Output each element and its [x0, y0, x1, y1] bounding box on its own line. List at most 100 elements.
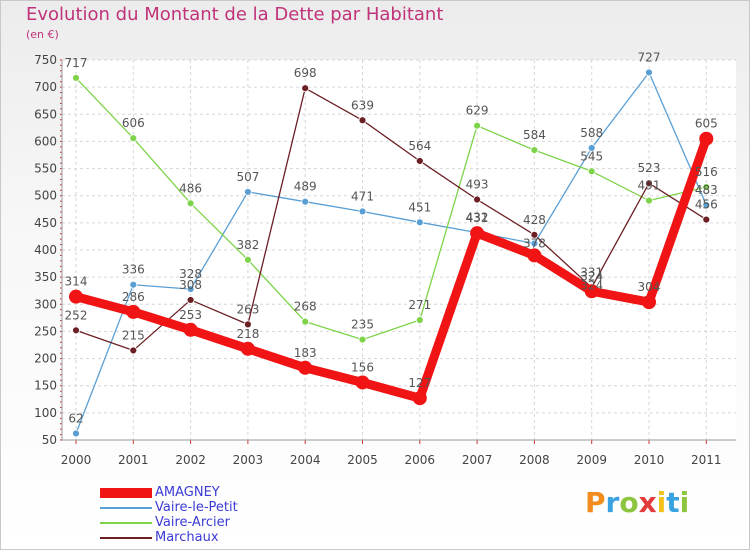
data-label-marchaux: 698 [294, 66, 317, 80]
x-tick-label: 2011 [691, 453, 722, 467]
x-tick-label: 2007 [462, 453, 493, 467]
series-line-marchaux [75, 87, 707, 352]
x-tick-label: 2004 [290, 453, 321, 467]
y-tick-label: 400 [34, 243, 57, 257]
data-label-marchaux: 639 [351, 98, 374, 112]
data-point-amagney [470, 226, 485, 241]
data-label-vaire-arcier: 486 [179, 181, 202, 195]
data-point-vaire-le-petit [702, 201, 711, 209]
x-tick-label: 2006 [405, 453, 436, 467]
legend-swatch-marchaux [100, 537, 152, 539]
data-label-amagney: 304 [638, 280, 661, 294]
data-point-vaire-arcier [243, 255, 252, 264]
data-label-vaire-le-petit: 727 [638, 50, 661, 64]
proxiti-logo: Proxiti [585, 486, 689, 519]
y-tick-label: 100 [34, 406, 57, 420]
data-point-marchaux [129, 346, 138, 355]
logo-letter: o [619, 486, 639, 519]
legend-item-marchaux[interactable]: Marchaux [100, 530, 360, 545]
y-tick-label: 700 [34, 80, 57, 94]
grid-lines [62, 59, 736, 441]
x-tick-label: 2010 [634, 453, 665, 467]
data-point-amagney [240, 341, 255, 356]
data-label-vaire-arcier: 584 [523, 128, 546, 142]
legend-label-amagney: AMAGNEY [155, 485, 220, 500]
data-label-overlap: 378 [523, 236, 546, 250]
series-line-amagney [74, 137, 711, 403]
data-point-marchaux [301, 84, 310, 93]
data-point-vaire-arcier [645, 196, 653, 205]
legend: AMAGNEY Vaire-le-Petit Vaire-Arcier Marc… [100, 485, 360, 545]
data-point-amagney [69, 289, 83, 304]
logo-letter: i [656, 486, 667, 519]
data-label-amagney: 431 [466, 211, 489, 225]
data-label-vaire-arcier: 629 [466, 104, 489, 118]
legend-item-vaire-le-petit[interactable]: Vaire-le-Petit [100, 500, 360, 515]
series-points [69, 68, 714, 438]
data-point-vaire-arcier [415, 316, 424, 324]
legend-swatch-vaire-arcier [100, 522, 152, 524]
data-label-vaire-le-petit: 483 [695, 183, 718, 197]
data-point-marchaux [186, 296, 195, 304]
data-label-amagney: 127 [408, 376, 431, 390]
data-label-vaire-arcier: 717 [65, 56, 88, 70]
data-point-vaire-arcier [301, 317, 310, 326]
data-label-vaire-arcier: 606 [122, 116, 145, 130]
data-point-vaire-le-petit [530, 239, 539, 248]
data-point-vaire-arcier [186, 199, 195, 208]
logo-letter: P [585, 486, 606, 519]
data-label-vaire-le-petit: 507 [236, 170, 259, 184]
legend-label-marchaux: Marchaux [155, 530, 219, 545]
y-tick-label: 450 [34, 216, 57, 230]
series-line-vaire-le-petit [75, 71, 707, 434]
y-tick-label: 550 [34, 162, 57, 176]
legend-item-amagney[interactable]: AMAGNEY [100, 485, 360, 500]
data-label-marchaux: 308 [179, 278, 202, 292]
data-point-amagney [642, 295, 656, 310]
data-label-amagney: 156 [351, 360, 374, 374]
y-tick-label: 500 [34, 189, 57, 203]
data-point-amagney [527, 248, 542, 263]
data-point-vaire-arcier [473, 121, 482, 130]
y-tick-label: 50 [42, 433, 57, 447]
logo-letter: x [638, 486, 657, 519]
data-label-marchaux: 564 [408, 139, 431, 153]
legend-label-vaire-le-petit: Vaire-le-Petit [155, 500, 238, 515]
data-point-vaire-arcier [530, 146, 539, 155]
data-point-vaire-le-petit [301, 197, 310, 206]
y-tick-label: 200 [34, 352, 57, 366]
data-label-vaire-le-petit: 62 [68, 411, 83, 425]
legend-item-vaire-arcier[interactable]: Vaire-Arcier [100, 515, 360, 530]
chart-title: Evolution du Montant de la Dette par Hab… [26, 4, 444, 25]
y-tick-label: 650 [34, 107, 57, 121]
legend-swatch-vaire-le-petit [100, 507, 152, 509]
logo-letter: r [605, 486, 620, 519]
data-label-overlap: 324 [580, 278, 603, 292]
data-label-vaire-arcier: 235 [351, 318, 374, 332]
data-label-vaire-le-petit: 588 [580, 126, 603, 140]
data-label-marchaux: 331 [580, 265, 603, 279]
data-label-amagney: 605 [695, 117, 718, 131]
data-point-amagney [183, 322, 198, 337]
x-tick-label: 2000 [61, 453, 92, 467]
data-label-vaire-arcier: 516 [695, 165, 718, 179]
series-lines [74, 71, 711, 434]
data-point-marchaux [243, 320, 252, 329]
data-point-vaire-le-petit [186, 285, 195, 293]
y-tick-label: 600 [34, 134, 57, 148]
x-tick-label: 2005 [347, 453, 378, 467]
x-tick-label: 2001 [118, 453, 149, 467]
data-labels: 62 336 328 507 489 471 451 432 588 727 483 717 606 48… [65, 50, 718, 425]
data-point-marchaux [702, 215, 711, 224]
y-tick-label: 350 [34, 270, 57, 284]
data-label-amagney: 218 [236, 327, 259, 341]
data-label-vaire-le-petit: 451 [408, 200, 431, 214]
y-tick-label: 250 [34, 324, 57, 338]
data-label-amagney: 324 [580, 269, 603, 283]
series-line-vaire-arcier [75, 77, 707, 341]
data-point-amagney [298, 360, 313, 375]
data-label-vaire-arcier: 382 [236, 238, 259, 252]
data-label-marchaux: 493 [466, 178, 489, 192]
data-point-vaire-le-petit [129, 280, 138, 289]
